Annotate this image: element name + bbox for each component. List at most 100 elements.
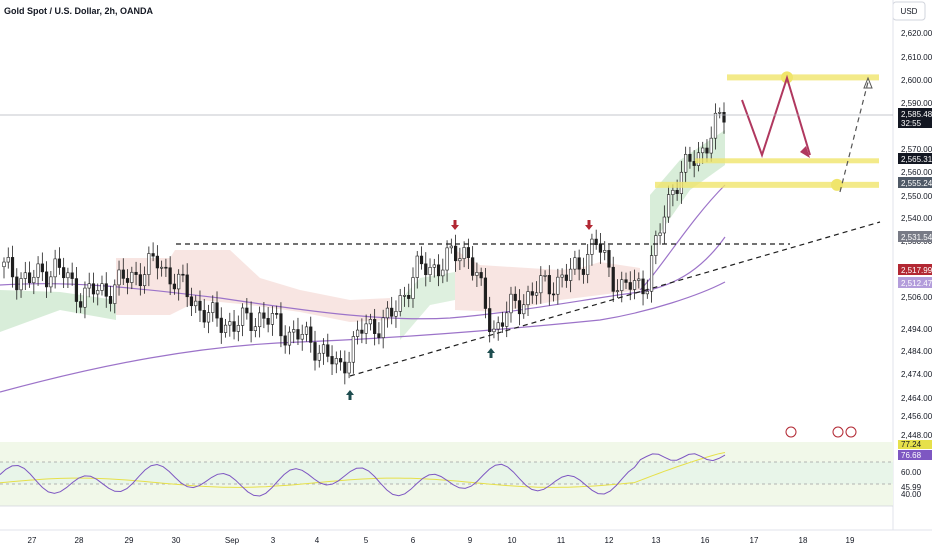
candle bbox=[475, 262, 479, 287]
candle bbox=[275, 305, 279, 319]
time-tick-label: 18 bbox=[799, 536, 808, 545]
time-tick-label: 19 bbox=[846, 536, 855, 545]
candle bbox=[628, 271, 632, 301]
rsi-pane bbox=[0, 442, 893, 507]
price-tick-label: 2,600.000 bbox=[901, 76, 932, 85]
candle bbox=[453, 234, 458, 272]
rsi-line bbox=[0, 453, 726, 497]
candle bbox=[569, 258, 573, 293]
candle bbox=[66, 267, 70, 289]
candle bbox=[10, 245, 15, 288]
price-tags: 2,585.485 32:55 2,565.318 2,555.248 2,53… bbox=[898, 108, 932, 499]
candle bbox=[543, 270, 547, 282]
candle bbox=[360, 318, 364, 344]
candle bbox=[91, 272, 96, 303]
candle bbox=[19, 272, 23, 298]
candle bbox=[351, 331, 355, 374]
candle bbox=[215, 291, 219, 327]
candle bbox=[407, 283, 411, 308]
candle bbox=[185, 263, 189, 308]
candle bbox=[49, 270, 53, 293]
projection-path[interactable] bbox=[741, 74, 811, 159]
time-tick-label: 16 bbox=[701, 536, 710, 545]
candle bbox=[108, 285, 113, 312]
candle bbox=[253, 318, 257, 338]
candle bbox=[100, 275, 104, 296]
time-tick-label: 29 bbox=[125, 536, 134, 545]
support-trendline[interactable] bbox=[349, 221, 881, 377]
sell-signal-arrow-icon bbox=[585, 220, 593, 230]
candle bbox=[356, 320, 360, 345]
time-tick-label: 17 bbox=[750, 536, 759, 545]
candle bbox=[402, 286, 407, 307]
candle bbox=[172, 273, 177, 295]
candle bbox=[219, 307, 223, 344]
candle bbox=[509, 286, 513, 323]
candle bbox=[649, 245, 654, 303]
event-flags[interactable] bbox=[785, 426, 857, 438]
target-marker-icon[interactable] bbox=[831, 178, 843, 191]
candle bbox=[266, 307, 270, 333]
projection-dashed-line[interactable] bbox=[839, 81, 869, 193]
candle bbox=[177, 269, 181, 301]
price-tick-label: 2,560.000 bbox=[901, 168, 932, 177]
buy-signal-arrow-icon bbox=[487, 348, 495, 358]
candle bbox=[492, 320, 496, 339]
candle bbox=[586, 244, 590, 284]
level-3-tag bbox=[898, 231, 932, 242]
last-price-value: 2,585.485 bbox=[901, 110, 932, 119]
resistance-zone[interactable] bbox=[727, 74, 879, 81]
candle bbox=[2, 257, 6, 279]
candle bbox=[15, 268, 19, 300]
candle bbox=[441, 258, 445, 284]
candle bbox=[424, 252, 428, 287]
candle bbox=[641, 270, 645, 306]
time-tick-label: 12 bbox=[605, 536, 614, 545]
candle bbox=[70, 262, 74, 286]
ma-200-line bbox=[0, 281, 726, 393]
candle bbox=[189, 287, 194, 317]
candle bbox=[62, 257, 66, 289]
candle bbox=[181, 264, 185, 283]
event-flag-icon[interactable] bbox=[832, 426, 844, 438]
currency-label: USD bbox=[901, 7, 918, 16]
event-flag-icon[interactable] bbox=[845, 426, 857, 438]
candle bbox=[381, 309, 385, 349]
candle bbox=[53, 249, 57, 289]
level-2-value: 2,555.248 bbox=[901, 179, 932, 188]
candle bbox=[513, 286, 517, 309]
candle bbox=[223, 318, 228, 338]
candle bbox=[428, 258, 432, 282]
time-axis[interactable]: 27 28 29 30 Sep 3 4 5 6 9 10 11 12 13 16 17 18 19 bbox=[28, 536, 855, 545]
candle bbox=[658, 223, 662, 245]
candles-layer bbox=[2, 102, 726, 385]
candle bbox=[117, 260, 121, 296]
candle bbox=[321, 338, 326, 365]
time-tick-label: 4 bbox=[315, 536, 320, 545]
candle bbox=[594, 229, 598, 250]
candle bbox=[385, 301, 390, 328]
candle bbox=[283, 325, 287, 354]
ma-level-value: 2,512.473 bbox=[901, 279, 932, 288]
event-flag-icon[interactable] bbox=[785, 426, 797, 438]
candle bbox=[27, 261, 32, 288]
price-tick-label: 2,550.000 bbox=[901, 192, 932, 201]
rsi-value: 77.24 bbox=[901, 440, 922, 449]
level-1-zone[interactable] bbox=[695, 158, 879, 164]
candle bbox=[709, 126, 713, 162]
candle bbox=[632, 269, 637, 300]
candle bbox=[590, 233, 594, 266]
candle bbox=[598, 233, 603, 264]
candle bbox=[373, 308, 377, 346]
level-2-zone[interactable] bbox=[655, 181, 879, 188]
rsi-value-tag bbox=[898, 440, 932, 449]
time-tick-label: 27 bbox=[28, 536, 37, 545]
candle bbox=[330, 345, 334, 376]
candle bbox=[36, 256, 40, 286]
candle bbox=[151, 242, 155, 262]
candle bbox=[611, 256, 615, 303]
level-2-tag bbox=[898, 177, 932, 188]
red-level-value: 2,517.997 bbox=[901, 266, 932, 275]
candle bbox=[432, 258, 436, 278]
